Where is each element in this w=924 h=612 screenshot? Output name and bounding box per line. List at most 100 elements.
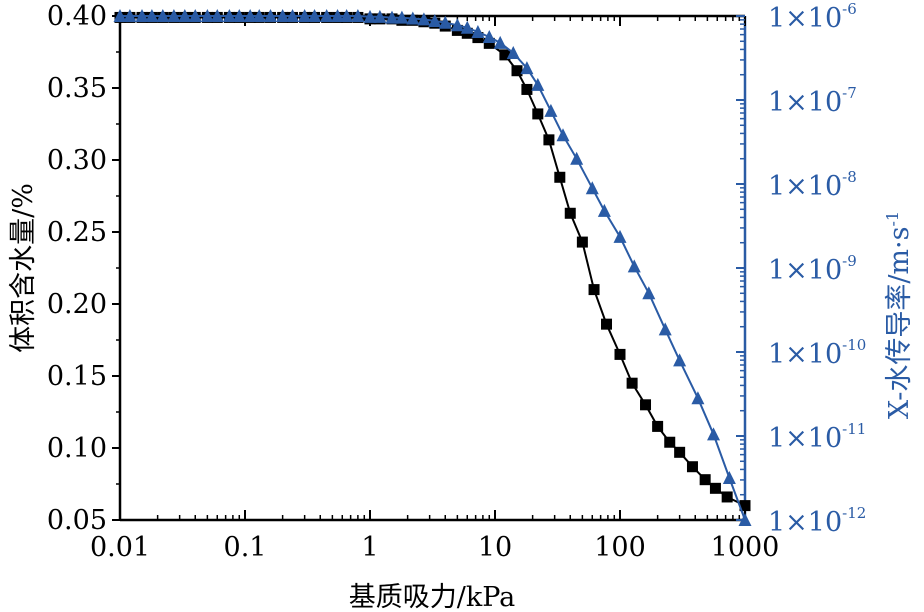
y-left-tick-label: 0.15: [47, 361, 107, 392]
conductivity-point: [482, 30, 496, 43]
y-left-tick-label: 0.25: [47, 217, 107, 248]
conductivity-point: [178, 9, 192, 22]
conductivity-point: [428, 14, 442, 28]
x-tick-label: 1: [361, 532, 378, 563]
conductivity-point: [385, 10, 399, 24]
conductivity-point: [707, 427, 721, 441]
conductivity-point: [331, 9, 345, 22]
water-content-point: [601, 318, 613, 330]
conductivity-point: [691, 391, 705, 405]
conductivity-point: [210, 9, 224, 22]
water-content-point: [532, 108, 544, 120]
y-right-tick-label: 1×10-10: [768, 336, 866, 370]
conductivity-point: [673, 353, 687, 367]
water-content-line: [120, 16, 746, 507]
water-content-point: [664, 436, 676, 448]
conductivity-point: [450, 18, 464, 32]
conductivity-point: [276, 9, 290, 22]
y-right-tick-base: 1×10: [768, 3, 842, 34]
conductivity-point: [351, 9, 365, 22]
y-right-tick-base: 1×10: [768, 87, 842, 118]
left-y-axis-title: 体积含水量/%: [8, 183, 39, 353]
y-right-tick-exponent: -7: [842, 84, 857, 102]
conductivity-point: [145, 9, 159, 22]
y-right-tick-label: 1×10-9: [768, 252, 857, 286]
y-right-tick-exponent: -6: [842, 0, 857, 18]
water-content-point: [686, 461, 698, 473]
y-right-tick-exponent: -12: [842, 504, 866, 522]
conductivity-point: [520, 61, 534, 75]
right-y-axis-title-main: X-水传导率/m·s: [884, 227, 915, 420]
y-right-tick-label: 1×10-12: [768, 504, 866, 538]
x-tick-label: 0.01: [90, 532, 150, 563]
y-right-tick-label: 1×10-8: [768, 168, 857, 202]
ticks: [112, 15, 746, 521]
conductivity-point: [627, 259, 641, 273]
conductivity-point: [167, 9, 181, 22]
water-content-point: [499, 49, 511, 61]
water-content-point: [564, 207, 576, 219]
right-y-axis-title-exponent: -1: [883, 211, 902, 227]
conductivity-point: [113, 9, 127, 22]
conductivity-line: [120, 15, 746, 521]
conductivity-point: [222, 9, 236, 22]
conductivity-point: [460, 20, 474, 34]
conductivity-point: [232, 9, 246, 22]
right-y-axis-title: X-水传导率/m·s-1: [883, 211, 915, 419]
conductivity-point: [417, 12, 431, 26]
conductivity-point: [506, 45, 520, 59]
water-content-point: [652, 420, 664, 432]
conductivity-point: [243, 9, 257, 22]
water-content-point: [626, 377, 638, 389]
conductivity-point: [493, 35, 507, 49]
conductivity-point: [135, 9, 149, 22]
water-content-point: [739, 500, 751, 512]
conductivity-point: [373, 9, 387, 23]
conductivity-point: [200, 9, 214, 22]
x-tick-label: 100: [594, 532, 646, 563]
conductivity-point: [395, 10, 409, 24]
conductivity-point: [286, 9, 300, 22]
conductivity-point: [320, 9, 334, 22]
y-left-tick-label: 0.20: [47, 289, 107, 320]
y-right-tick-base: 1×10: [768, 423, 842, 454]
conductivity-point: [308, 9, 322, 22]
water-content-point: [640, 399, 652, 411]
conductivity-point: [406, 11, 420, 25]
conductivity-point: [585, 181, 599, 195]
conductivity-point: [531, 77, 545, 91]
x-tick-label: 0.1: [224, 532, 267, 563]
conductivity-point: [298, 9, 312, 22]
water-content-point: [576, 236, 588, 248]
water-content-point: [614, 348, 626, 360]
x-axis-title: 基质吸力/kPa: [349, 582, 516, 612]
water-content-point: [588, 284, 600, 296]
water-content-point: [674, 446, 686, 458]
y-right-tick-base: 1×10: [768, 507, 842, 538]
conductivity-point: [264, 9, 278, 22]
y-right-tick-base: 1×10: [768, 255, 842, 286]
conductivity-point: [642, 286, 656, 300]
y-right-tick-exponent: -11: [842, 420, 866, 438]
water-content-point: [699, 474, 711, 486]
labels-layer: 0.01 0.1 1 10 100 1000 0.05 0.10 0.15 0.20 0.25 0.3…: [47, 0, 866, 563]
plot-frame: [118, 14, 747, 522]
conductivity-point: [252, 9, 266, 22]
conductivity-point: [363, 9, 377, 23]
conductivity-point: [340, 9, 354, 22]
conductivity-point: [188, 9, 202, 22]
conductivity-point: [471, 24, 485, 38]
conductivity-point: [738, 513, 752, 526]
y-right-tick-base: 1×10: [768, 339, 842, 370]
conductivity-point: [658, 322, 672, 336]
series-layer: [113, 9, 752, 526]
y-left-tick-label: 0.30: [47, 145, 107, 176]
conductivity-point: [438, 15, 452, 29]
y-right-tick-label: 1×10-6: [768, 0, 857, 34]
conductivity-point: [613, 229, 627, 243]
y-right-tick-base: 1×10: [768, 171, 842, 202]
x-tick-label: 10: [478, 532, 512, 563]
conductivity-point: [123, 9, 137, 22]
water-content-point: [709, 482, 721, 494]
